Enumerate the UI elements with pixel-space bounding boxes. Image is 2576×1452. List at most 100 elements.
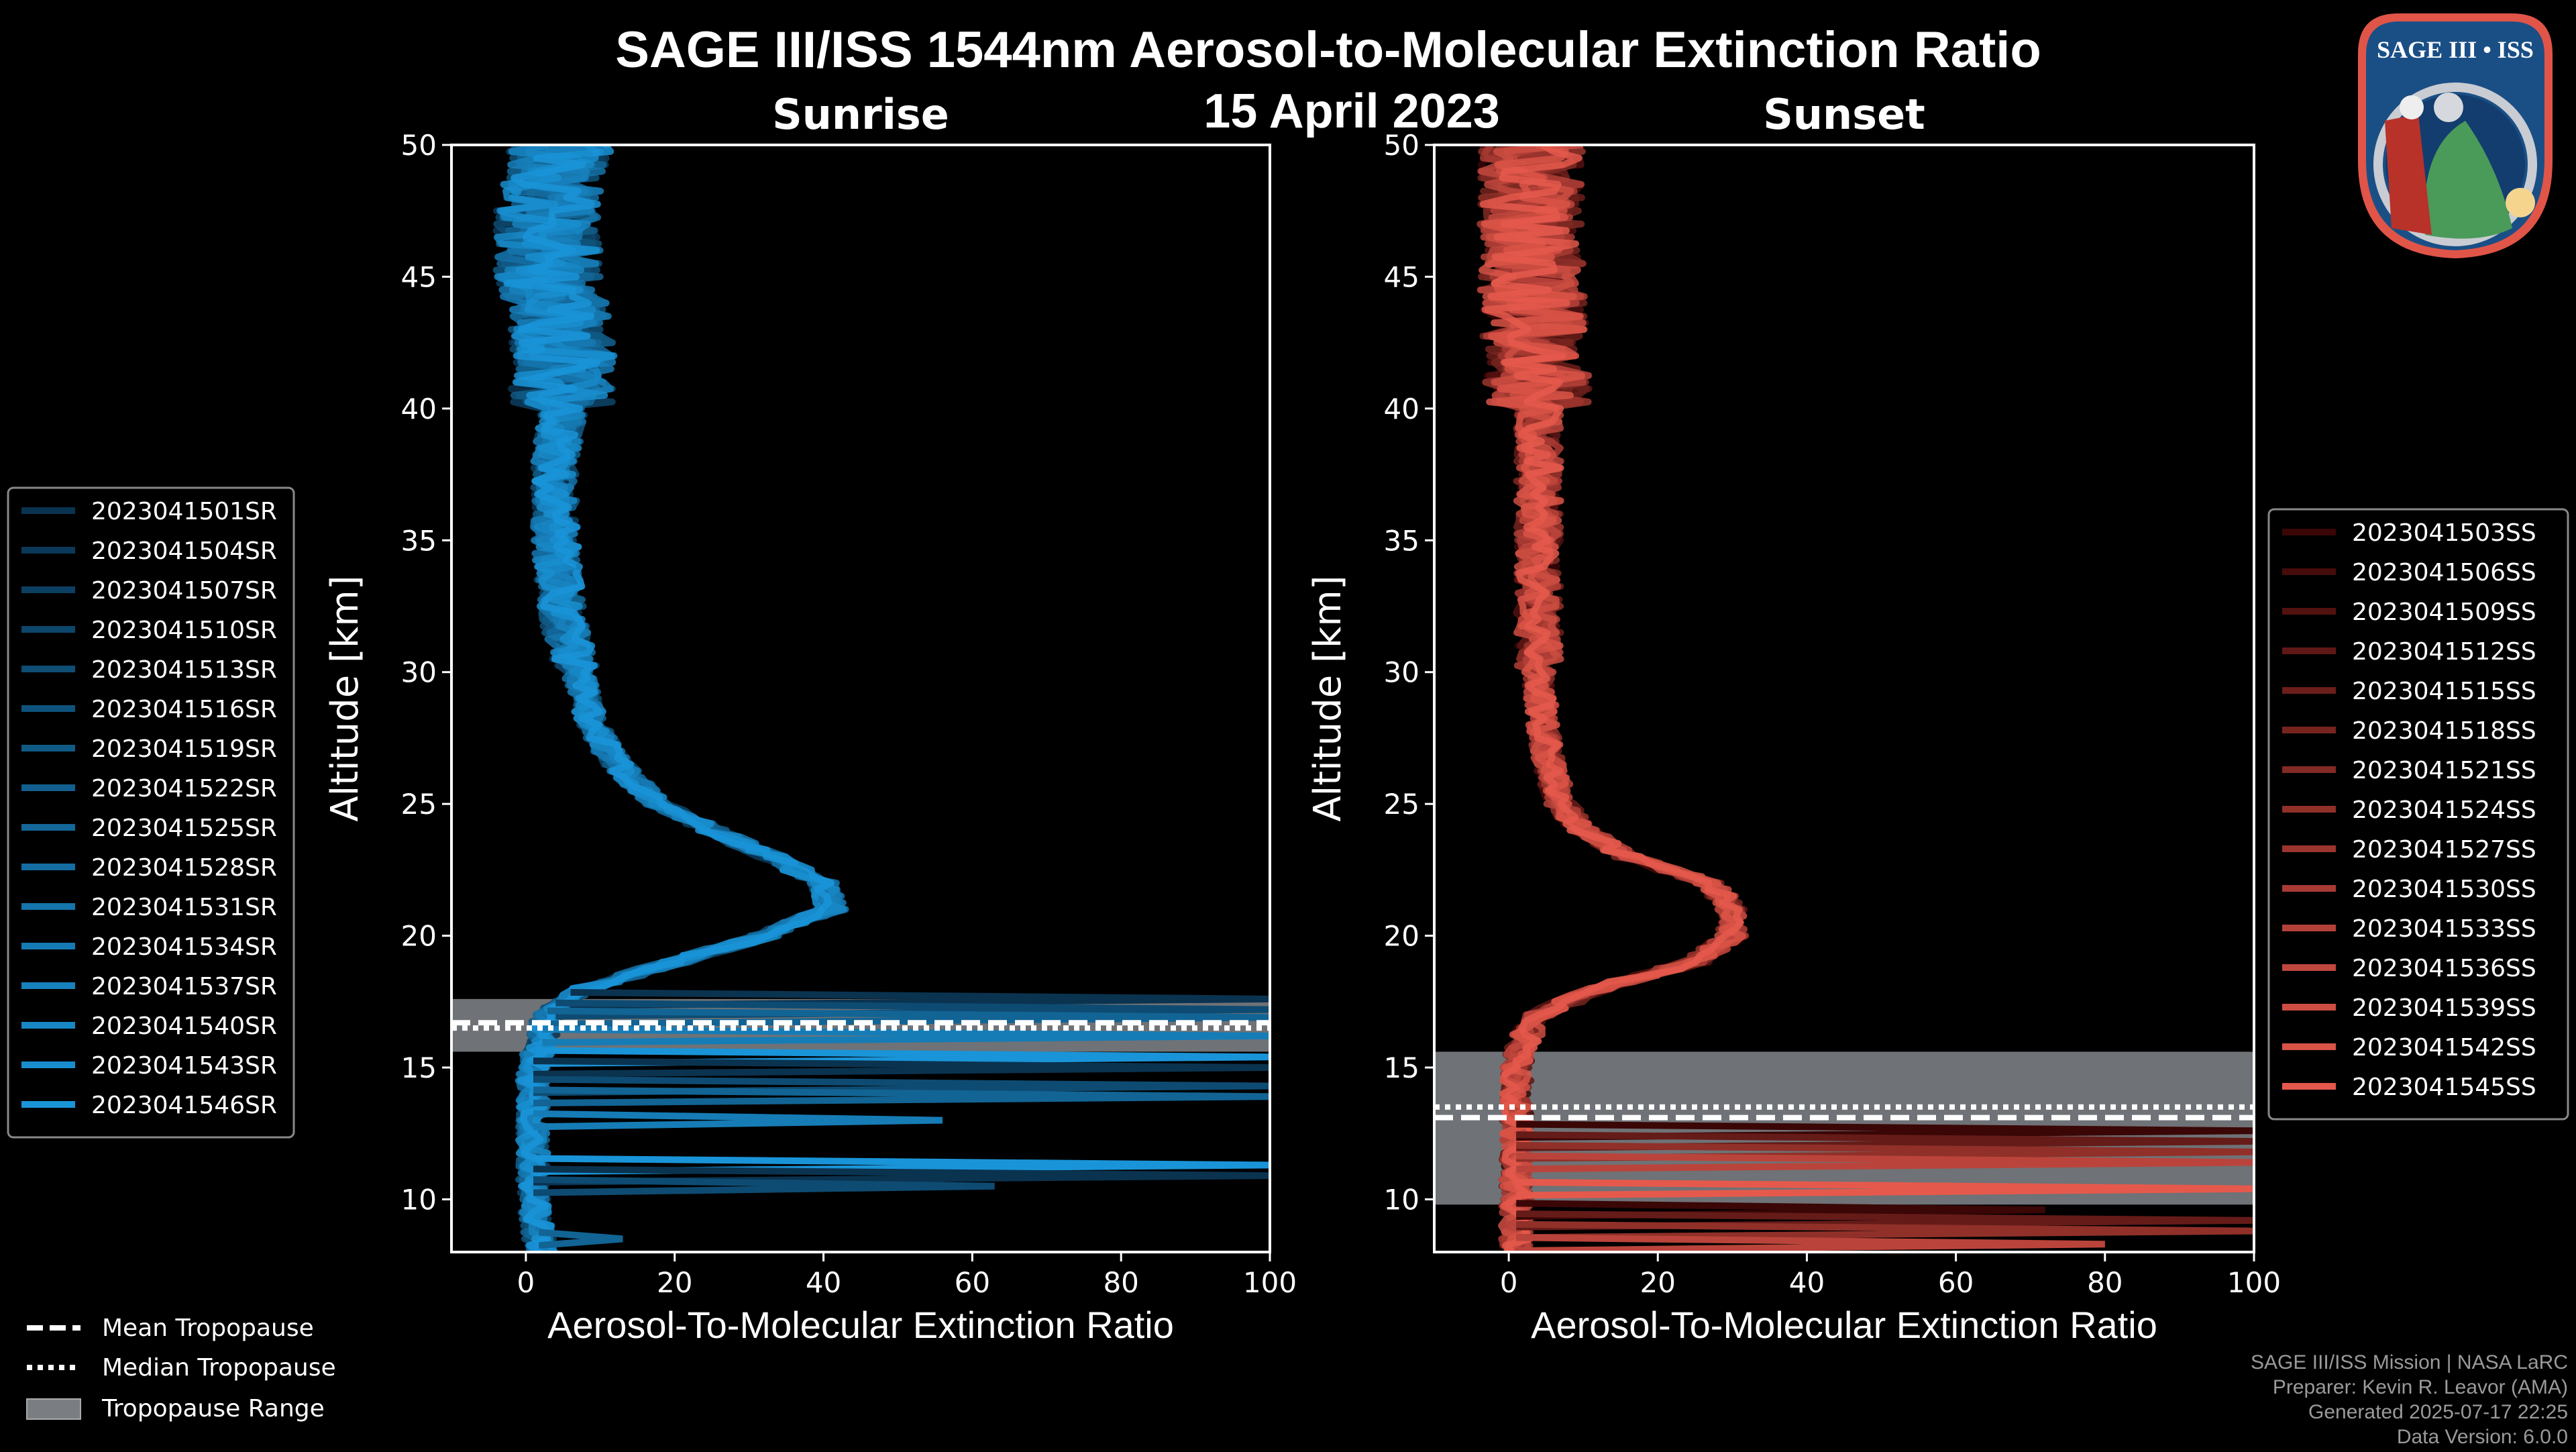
- panel-title-sunset: Sunset: [1763, 90, 1925, 139]
- y-axis-label: Altitude [km]: [323, 575, 367, 821]
- y-tick-label: 25: [1384, 788, 1419, 821]
- y-tick-label: 10: [401, 1183, 437, 1216]
- x-tick-label: 60: [955, 1266, 990, 1299]
- legend-label: 2023041528SR: [91, 854, 277, 882]
- legend-label: 2023041539SS: [2352, 994, 2536, 1022]
- x-axis-label: Aerosol-To-Molecular Extinction Ratio: [547, 1304, 1174, 1346]
- footer-version: Data Version: 6.0.0: [2397, 1426, 2568, 1448]
- legend-frame: [7, 486, 295, 1139]
- legend-label: 2023041513SR: [91, 656, 277, 684]
- footer-preparer: Preparer: Kevin R. Leavor (AMA): [2273, 1376, 2568, 1398]
- y-tick-label: 40: [1384, 393, 1419, 425]
- figure-title: SAGE III/ISS 1544nm Aerosol-to-Molecular…: [615, 21, 2041, 79]
- legend-label: 2023041530SS: [2352, 876, 2536, 903]
- profile-line-2023041542SS: [1479, 145, 1746, 1252]
- tropopause-legend: Mean Tropopause Median Tropopause Tropop…: [26, 1314, 336, 1422]
- x-tick-label: 80: [2087, 1266, 2123, 1299]
- sunrise-plot: 0 20 40 60 80 100 10 15 20 25 30 35 40 45 50 Aerosol-To…: [323, 129, 1297, 1346]
- y-tick-label: 30: [1384, 656, 1419, 689]
- legend-label: 2023041510SR: [91, 617, 277, 644]
- profile-spike: [1516, 1221, 2254, 1241]
- y-tick-label: 45: [401, 260, 437, 293]
- legend-label: 2023041536SS: [2352, 955, 2536, 982]
- profile-spike: [1516, 1178, 2254, 1199]
- x-tick-label: 100: [1243, 1266, 1297, 1299]
- y-tick-label: 10: [1384, 1183, 1419, 1216]
- legend-label: 2023041512SS: [2352, 638, 2536, 666]
- y-tick-label: 45: [1384, 260, 1419, 293]
- legend-label: 2023041543SR: [91, 1052, 277, 1080]
- x-tick-label: 60: [1938, 1266, 1974, 1299]
- x-tick-label: 40: [1789, 1266, 1825, 1299]
- figure-date: 15 April 2023: [1203, 85, 1500, 138]
- legend-label: 2023041524SS: [2352, 796, 2536, 824]
- legend-label: 2023041533SS: [2352, 915, 2536, 943]
- footer-credits: SAGE III/ISS Mission | NASA LaRC Prepare…: [2251, 1351, 2568, 1448]
- legend-label: 2023041540SR: [91, 1013, 277, 1040]
- y-tick-label: 30: [401, 656, 437, 689]
- sunrise-legend: 2023041501SR 2023041504SR 2023041507SR 2023…: [7, 486, 295, 1139]
- y-tick-label: 50: [1384, 129, 1419, 162]
- legend-label: 2023041531SR: [91, 894, 277, 921]
- panel-title-sunrise: Sunrise: [772, 90, 949, 139]
- legend-label: 2023041515SS: [2352, 678, 2536, 705]
- legend-label: 2023041506SS: [2352, 559, 2536, 586]
- legend-label: 2023041542SS: [2352, 1034, 2536, 1061]
- legend-label: 2023041516SR: [91, 696, 277, 723]
- tropopause-range-swatch: [26, 1398, 81, 1420]
- legend-label: 2023041519SR: [91, 735, 277, 763]
- y-tick-label: 20: [401, 920, 437, 953]
- footer-mission: SAGE III/ISS Mission | NASA LaRC: [2251, 1351, 2568, 1373]
- legend-label: 2023041503SS: [2352, 519, 2536, 547]
- profile-spike: [533, 1057, 1270, 1078]
- profile-spike: [1516, 1234, 2105, 1252]
- median-tropopause-label: Median Tropopause: [102, 1354, 336, 1382]
- legend-label: 2023041501SR: [91, 498, 277, 525]
- y-tick-label: 15: [401, 1051, 437, 1084]
- plot-area: [1434, 145, 2254, 1252]
- y-tick-label: 35: [1384, 524, 1419, 557]
- legend-label: 2023041521SS: [2352, 757, 2536, 784]
- x-axis-label: Aerosol-To-Molecular Extinction Ratio: [1531, 1304, 2157, 1346]
- legend-label: 2023041509SS: [2352, 599, 2536, 626]
- y-axis-label: Altitude [km]: [1306, 575, 1350, 821]
- x-tick-label: 80: [1103, 1266, 1138, 1299]
- plot-area: [451, 145, 1270, 1252]
- legend-frame: [2267, 508, 2569, 1121]
- legend-label: 2023041546SR: [91, 1092, 277, 1119]
- logo-text: SAGE III • ISS: [2377, 36, 2534, 63]
- y-tick-label: 50: [401, 129, 437, 162]
- y-tick-label: 25: [401, 788, 437, 821]
- x-tick-label: 100: [2227, 1266, 2281, 1299]
- plot-frame: [450, 144, 1271, 1253]
- y-tick-label: 40: [401, 393, 437, 425]
- profile-spike: [533, 1176, 995, 1196]
- x-tick-label: 20: [1640, 1266, 1676, 1299]
- legend-label: 2023041534SR: [91, 933, 277, 961]
- legend-label: 2023041518SS: [2352, 717, 2536, 745]
- legend-label: 2023041504SR: [91, 537, 277, 565]
- y-tick-label: 35: [401, 524, 437, 557]
- y-tick-label: 15: [1384, 1051, 1419, 1084]
- profile-spike: [533, 1086, 1270, 1107]
- legend-label: 2023041545SS: [2352, 1074, 2536, 1101]
- mean-tropopause-label: Mean Tropopause: [102, 1314, 314, 1342]
- sunset-legend: 2023041503SS 2023041506SS 2023041509SS 2023…: [2267, 508, 2569, 1121]
- profile-line-2023041545SS: [1479, 145, 1744, 1252]
- plot-frame: [1433, 144, 2255, 1253]
- profile-line-2023041546SR: [503, 145, 835, 1252]
- profile-spike: [542, 1026, 1270, 1046]
- legend-label: 2023041527SS: [2352, 836, 2536, 864]
- legend-label: 2023041537SR: [91, 973, 277, 1000]
- profile-spike: [533, 1110, 943, 1131]
- x-tick-label: 0: [517, 1266, 535, 1299]
- footer-generated: Generated 2025-07-17 22:25: [2308, 1401, 2568, 1423]
- legend-label: 2023041507SR: [91, 577, 277, 605]
- sunset-plot: 0 20 40 60 80 100 10 15 20 25 30 35 40 45 50 Aerosol-To…: [1306, 129, 2281, 1346]
- legend-label: 2023041522SR: [91, 775, 277, 802]
- sage-iss-logo: SAGE III • ISS: [2358, 13, 2553, 258]
- legend-label: 2023041525SR: [91, 815, 277, 842]
- profile-spike: [1516, 1152, 2254, 1173]
- y-tick-label: 20: [1384, 920, 1419, 953]
